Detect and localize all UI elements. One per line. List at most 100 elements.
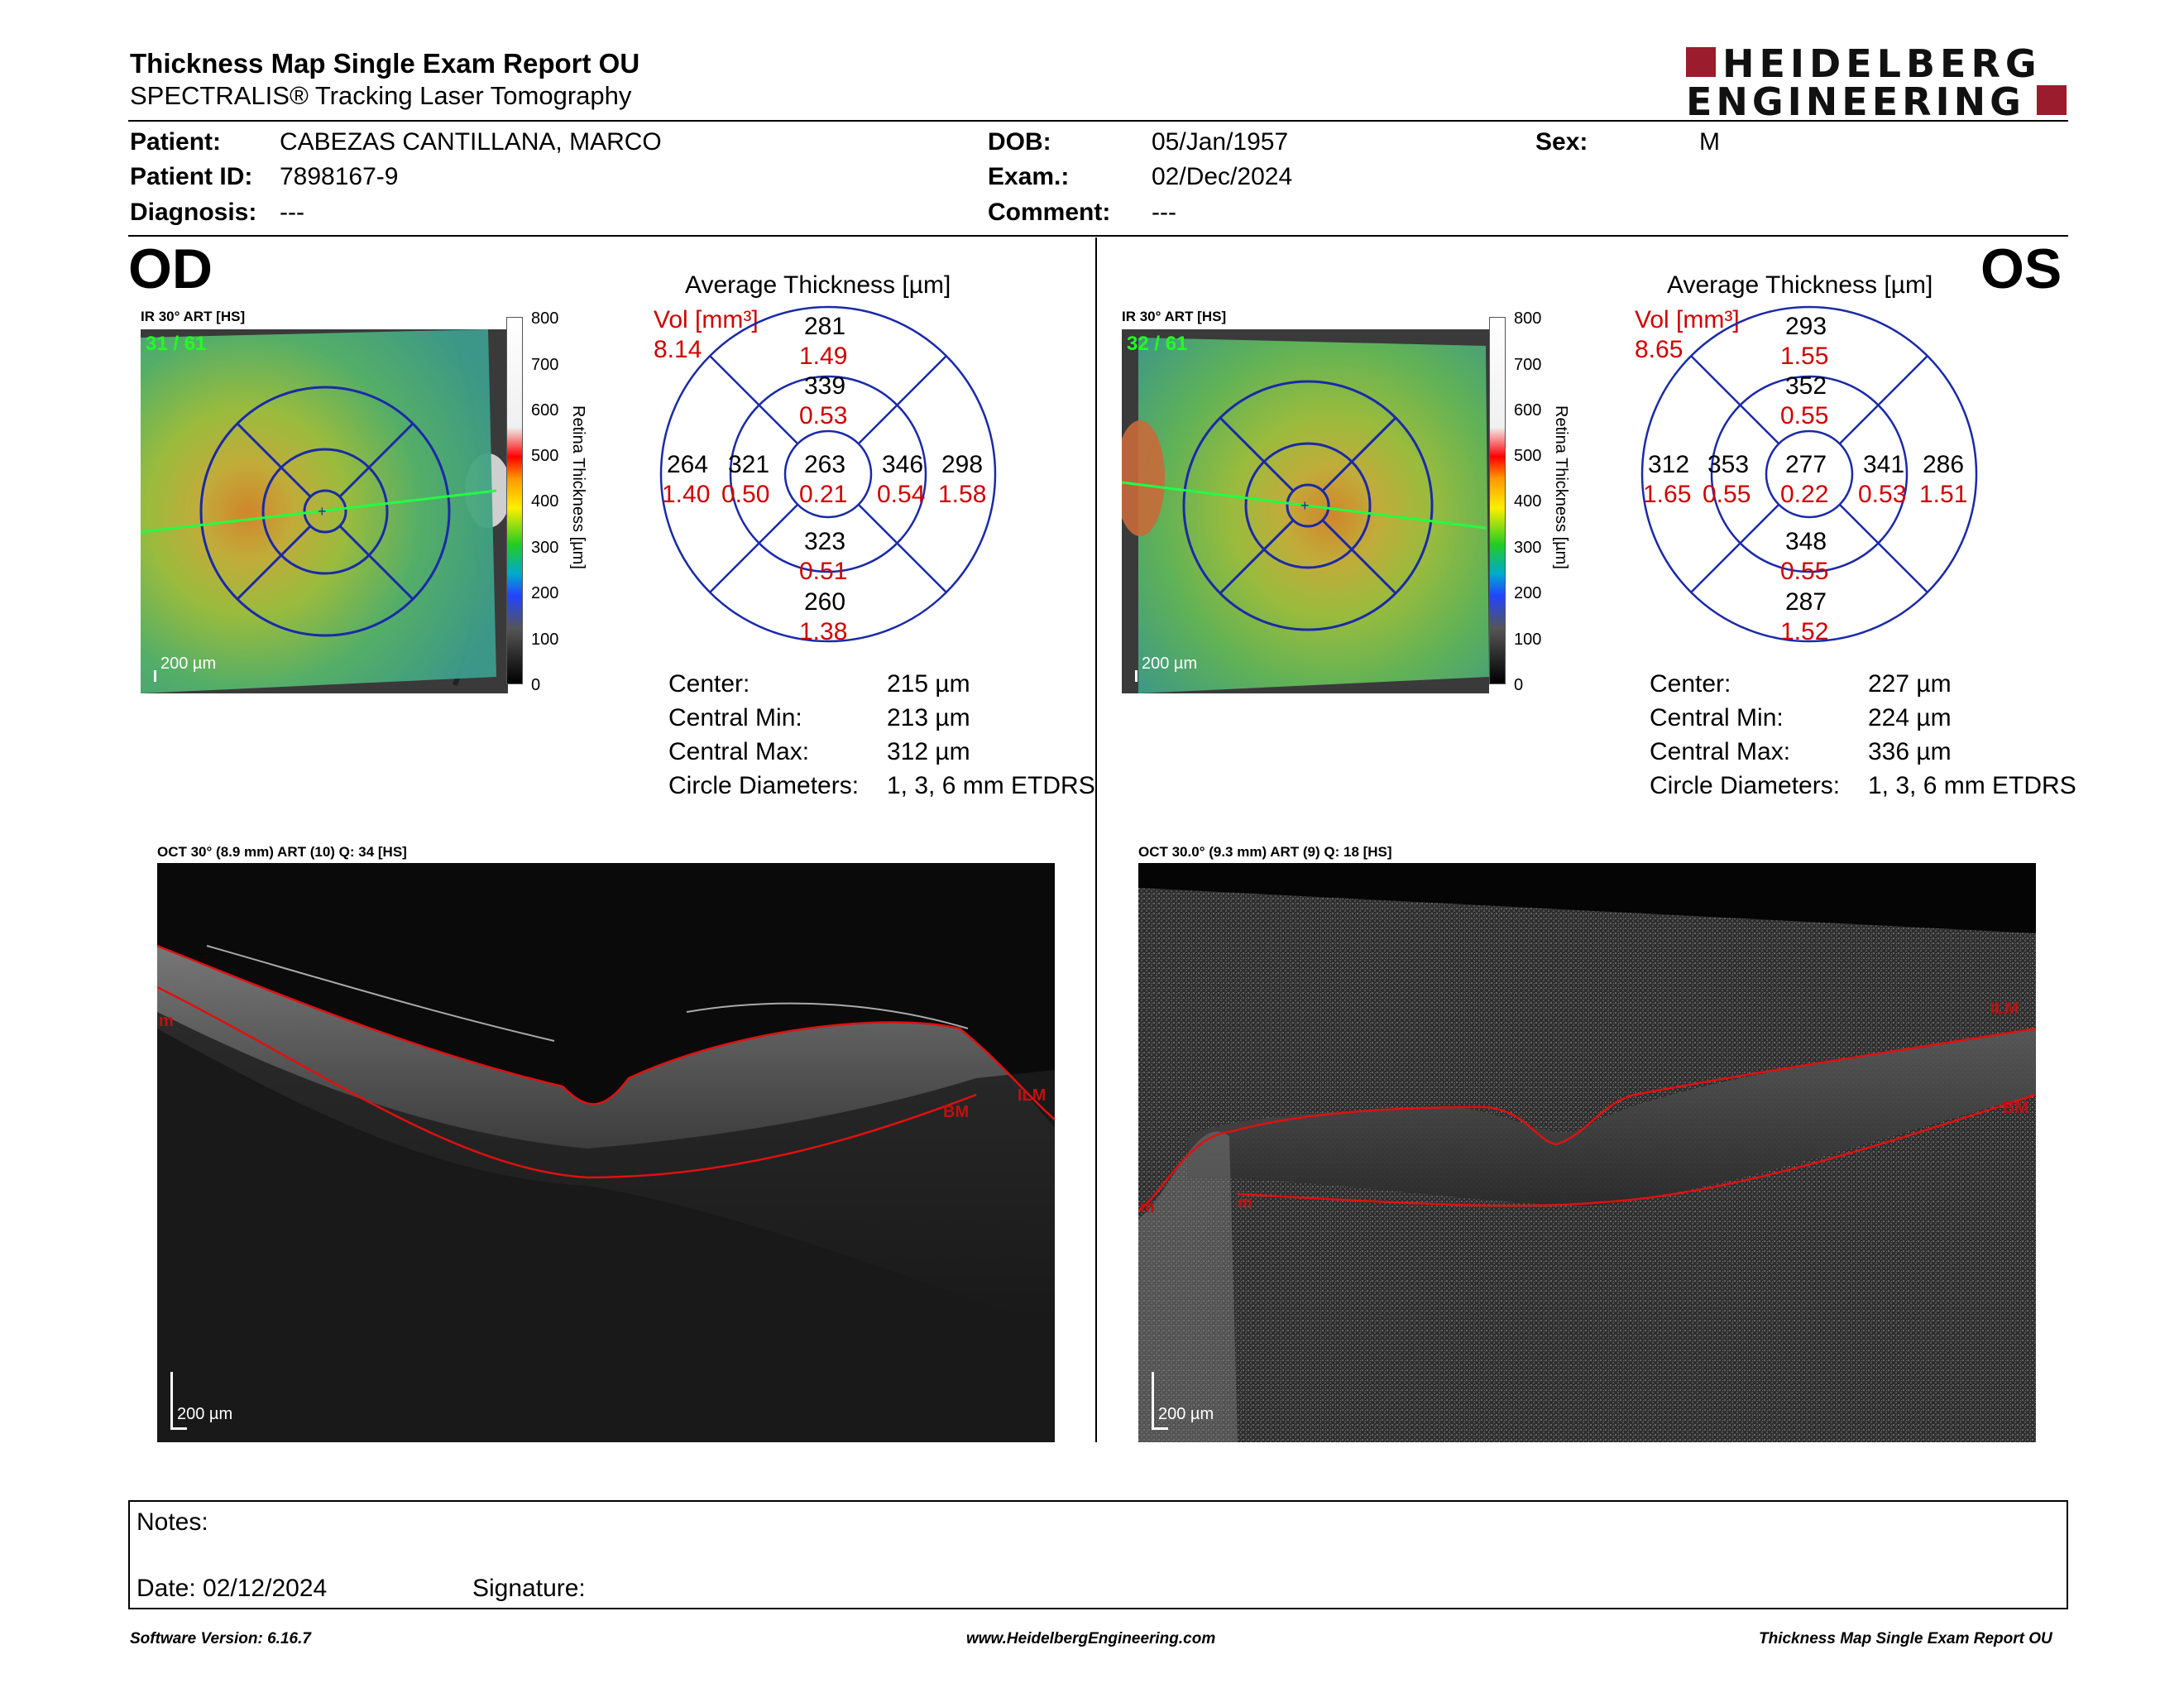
od-colorbar-tick-200: 200 [531,584,559,602]
os-colorbar-tick-700: 700 [1514,356,1542,374]
os-inner-bottom-vol: 0.55 [1780,558,1829,585]
diagnosis-label: Diagnosis: [130,199,257,226]
report-subtitle: SPECTRALIS® Tracking Laser Tomography [130,81,632,110]
os-min-label: Central Min: [1650,704,1784,731]
od-colorbar-tick-100: 100 [531,631,559,649]
os-outer-top-vol: 1.55 [1780,343,1829,370]
os-frame-counter: 32 / 61 [1127,333,1188,355]
center-divider [1095,237,1097,1442]
os-oct-svg [1138,888,2036,1442]
os-min-value: 224 µm [1868,704,1952,731]
od-ir-header: IR 30° ART [HS] [141,309,246,324]
os-colorbar-tick-500: 500 [1514,447,1542,465]
notes-label: Notes: [136,1508,208,1536]
os-oct-scale-bar-v [1152,1372,1154,1430]
od-oct-scan: m ILM BM 200 µm [157,863,1055,1442]
od-colorbar: 800 700 600 500 400 300 200 100 0 Retina… [506,309,589,694]
logo-text-top: HEIDELBERG [1722,41,2042,86]
od-min-label: Central Min: [668,704,802,731]
os-inner-left-vol: 0.55 [1703,481,1751,508]
os-inner-left: 353 [1707,451,1750,478]
od-center-vol: 0.21 [799,481,848,508]
od-label: OD [128,237,213,300]
os-max-value: 336 µm [1868,738,1952,765]
os-etdrs-svg [1640,305,1978,643]
od-etdrs-grid [659,305,998,644]
dob-label: DOB: [988,128,1051,156]
os-colorbar-axis-label: Retina Thickness [µm] [1552,405,1570,569]
software-version: Software Version: 6.16.7 [130,1630,311,1647]
od-vol-value: 8.14 [654,336,702,363]
od-colorbar-tick-300: 300 [531,539,559,557]
diagnosis-value: --- [280,199,304,226]
os-oct-scan: m m ILM BM 200 µm [1138,863,2036,1442]
logo-square-top [1686,47,1716,77]
os-outer-left-vol: 1.65 [1643,481,1692,508]
od-inner-right-vol: 0.54 [877,481,926,508]
od-inner-top-vol: 0.53 [799,402,848,429]
od-inner-right: 346 [882,451,924,478]
os-max-label: Central Max: [1650,738,1791,765]
od-colorbar-tick-800: 800 [531,309,559,328]
os-fundus-map: + 32 / 61 200 µm [1122,329,1489,693]
os-inner-top: 352 [1785,372,1827,400]
os-outer-top: 293 [1785,313,1827,340]
od-frame-counter: 31 / 61 [146,333,207,355]
od-oct-scale-bar-v [170,1372,173,1430]
os-oct-m-label-left: m [1140,1198,1155,1216]
os-colorbar-tick-100: 100 [1514,631,1542,649]
os-colorbar-tick-300: 300 [1514,539,1542,557]
od-colorbar-gradient [506,317,523,684]
footer-report-title: Thickness Map Single Exam Report OU [1759,1630,2052,1647]
os-oct-m-label: m [1238,1194,1252,1212]
os-outer-left: 312 [1648,451,1690,478]
od-min-value: 213 µm [887,704,970,731]
os-inner-bottom: 348 [1785,528,1827,555]
od-oct-m-label: m [159,1012,174,1030]
od-outer-right-vol: 1.58 [938,481,987,508]
od-inner-left-vol: 0.50 [721,481,770,508]
od-colorbar-tick-700: 700 [531,356,559,374]
os-colorbar-tick-200: 200 [1514,584,1542,602]
os-oct-bm-label: BM [2003,1099,2029,1117]
sex-value: M [1699,128,1720,156]
sex-label: Sex: [1535,128,1588,156]
os-label: OS [1980,237,2062,300]
info-divider [128,235,2068,237]
os-colorbar-tick-800: 800 [1514,309,1542,328]
website-link[interactable]: www.HeidelbergEngineering.com [966,1630,1216,1647]
os-outer-right: 286 [1923,451,1965,478]
os-inner-right-vol: 0.53 [1858,481,1907,508]
patient-id-label: Patient ID: [130,163,253,190]
notes-box[interactable]: Notes: Date: 02/12/2024 Signature: [128,1500,2068,1609]
od-outer-right: 298 [941,451,984,478]
dob-value: 05/Jan/1957 [1152,128,1289,156]
od-max-label: Central Max: [668,738,810,765]
os-outer-bottom: 287 [1785,588,1827,616]
os-ir-header: IR 30° ART [HS] [1122,309,1227,324]
od-fundus-map: + 31 / 61 200 µm [141,329,508,693]
od-vol-label: Vol [mm³] [654,306,759,333]
od-outer-top-vol: 1.49 [799,343,848,370]
od-oct-svg [157,944,1055,1442]
os-avg-title: Average Thickness [µm] [1667,271,1933,299]
od-colorbar-tick-500: 500 [531,447,559,465]
os-colorbar-tick-400: 400 [1514,492,1542,511]
signature-label: Signature: [472,1575,586,1602]
od-center-label: Center: [668,670,750,698]
report-title: Thickness Map Single Exam Report OU [130,48,640,79]
od-colorbar-axis-label: Retina Thickness [µm] [569,405,587,569]
os-diam-label: Circle Diameters: [1650,772,1841,799]
od-max-value: 312 µm [887,738,970,765]
os-colorbar-gradient [1489,317,1506,684]
header-divider [128,120,2068,122]
patient-value: CABEZAS CANTILLANA, MARCO [280,128,662,156]
logo-square-bottom [2037,85,2067,115]
od-inner-bottom: 323 [804,528,846,555]
od-oct-ilm-label: ILM [1018,1086,1046,1105]
od-diam-label: Circle Diameters: [668,772,860,799]
svg-text:+: + [1300,497,1310,514]
os-vol-label: Vol [mm³] [1635,306,1740,333]
os-oct-header: OCT 30.0° (9.3 mm) ART (9) Q: 18 [HS] [1138,844,1392,860]
comment-label: Comment: [988,199,1111,226]
